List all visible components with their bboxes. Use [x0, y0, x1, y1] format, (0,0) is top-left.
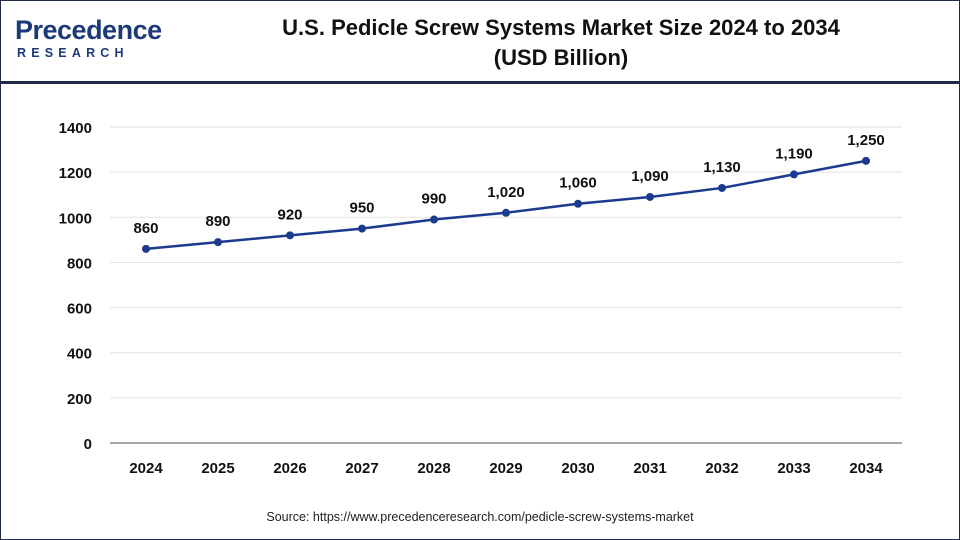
data-point — [286, 231, 294, 240]
x-tick-label: 2024 — [129, 460, 163, 477]
x-tick-label: 2033 — [777, 460, 810, 477]
chart-title-line2: (USD Billion) — [493, 45, 629, 70]
data-label: 890 — [205, 213, 230, 230]
y-tick-label: 800 — [67, 255, 92, 272]
data-point — [142, 244, 150, 253]
x-tick-label: 2034 — [849, 460, 883, 477]
data-point — [574, 199, 582, 208]
brand-name: Precedence — [15, 15, 162, 45]
data-label: 1,130 — [703, 159, 741, 176]
y-tick-label: 400 — [67, 346, 92, 363]
data-label: 1,190 — [775, 145, 813, 162]
data-point — [214, 238, 222, 247]
line-chart: 0 200 400 600 800 1000 1200 1400 2024 2025 2026 202… — [59, 120, 902, 477]
data-label: 1,060 — [559, 175, 597, 192]
data-label: 990 — [421, 191, 446, 208]
data-point — [862, 156, 870, 165]
source-note: Source: https://www.precedenceresearch.c… — [266, 510, 694, 524]
y-tick-label: 200 — [67, 391, 92, 408]
x-tick-label: 2030 — [561, 460, 594, 477]
y-tick-label: 0 — [84, 436, 92, 453]
y-tick-label: 1200 — [59, 165, 92, 182]
data-label: 1,250 — [847, 132, 885, 149]
chart-title: U.S. Pedicle Screw Systems Market Size 2… — [191, 13, 931, 73]
data-point — [646, 192, 654, 201]
y-tick-label: 1400 — [59, 120, 92, 137]
data-point — [790, 170, 798, 179]
chart-title-line1: U.S. Pedicle Screw Systems Market Size 2… — [282, 15, 840, 40]
x-tick-label: 2029 — [489, 460, 522, 477]
y-tick-label: 600 — [67, 301, 92, 318]
x-tick-label: 2026 — [273, 460, 306, 477]
data-label: 1,090 — [631, 168, 669, 185]
header: Precedence RESEARCH U.S. Pedicle Screw S… — [1, 1, 959, 84]
x-tick-label: 2031 — [633, 460, 666, 477]
series-line — [145, 159, 867, 251]
y-tick-label: 1000 — [59, 210, 92, 227]
x-tick-label: 2032 — [705, 460, 738, 477]
x-tick-label: 2028 — [417, 460, 450, 477]
data-point — [718, 183, 726, 192]
x-tick-label: 2025 — [201, 460, 234, 477]
data-label: 950 — [349, 200, 374, 217]
data-label: 1,020 — [487, 184, 525, 201]
x-tick-label: 2027 — [345, 460, 378, 477]
data-point — [430, 215, 438, 224]
data-label: 920 — [277, 206, 302, 223]
brand-logo: Precedence RESEARCH — [15, 15, 165, 69]
brand-subname: RESEARCH — [17, 46, 129, 60]
data-point — [358, 224, 366, 233]
data-point — [502, 208, 510, 217]
data-label: 860 — [133, 220, 158, 237]
